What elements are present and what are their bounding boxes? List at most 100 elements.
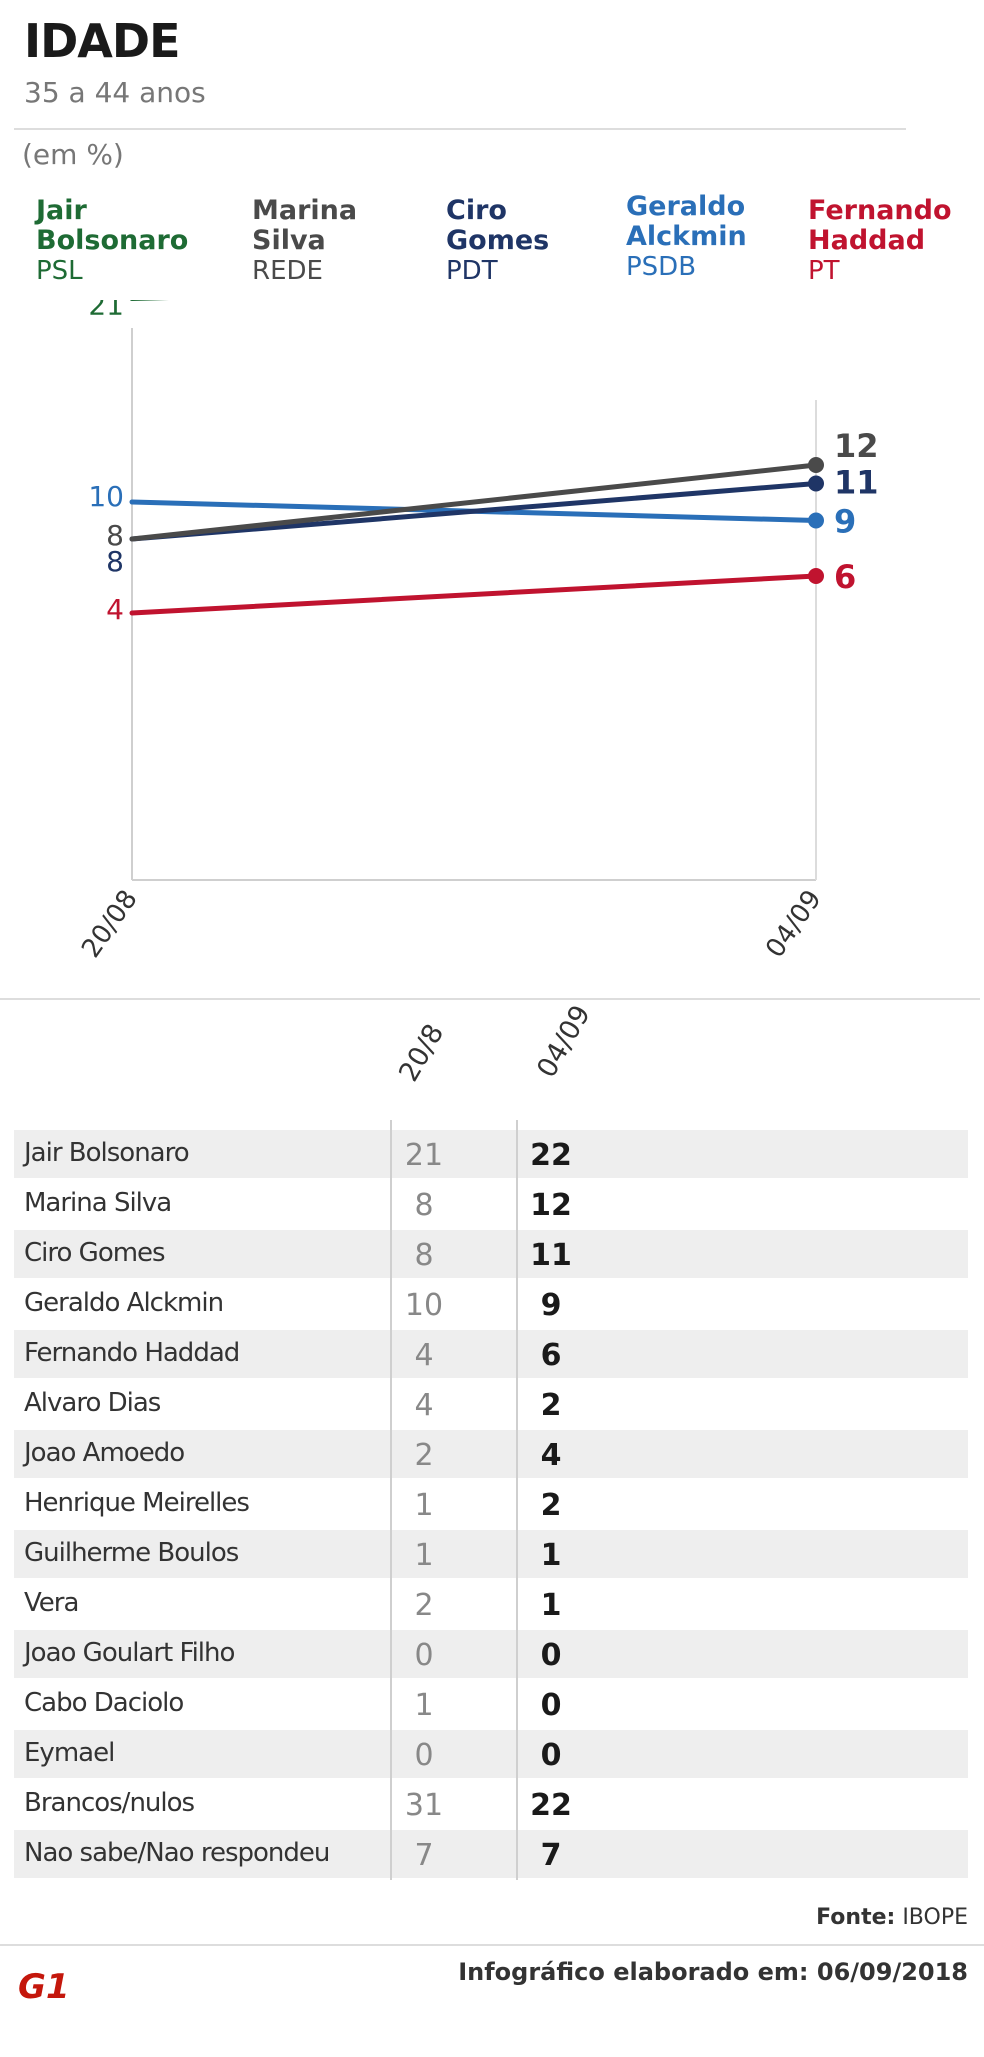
table-cell-2008: 0 bbox=[414, 1638, 434, 1673]
table-row: Geraldo Alckmin 10 9 bbox=[14, 1280, 968, 1328]
table-cell-name: Ciro Gomes bbox=[24, 1238, 166, 1268]
table-cell-2008: 2 bbox=[414, 1438, 434, 1473]
title-divider bbox=[14, 128, 906, 130]
table-row: Nao sabe/Nao respondeu 7 7 bbox=[14, 1830, 968, 1878]
legend-name: Silva bbox=[252, 225, 326, 256]
table-row: Jair Bolsonaro 21 22 bbox=[14, 1130, 968, 1178]
series-line bbox=[129, 481, 819, 542]
table-cell-2008: 4 bbox=[414, 1388, 434, 1423]
legend-party: PDT bbox=[446, 256, 498, 286]
legend-name: Fernando bbox=[808, 195, 952, 226]
legend-name: Haddad bbox=[808, 225, 926, 256]
data-label-end: 6 bbox=[834, 558, 856, 596]
table-cell-2008: 0 bbox=[414, 1738, 434, 1773]
table-cell-0409: 9 bbox=[540, 1288, 562, 1323]
g1-logo: G1 bbox=[18, 1967, 70, 2004]
unit-label: (em %) bbox=[22, 138, 124, 171]
table-cell-name: Geraldo Alckmin bbox=[24, 1288, 224, 1318]
table-row: Joao Goulart Filho 0 0 bbox=[14, 1630, 968, 1678]
legend-name: Bolsonaro bbox=[36, 225, 189, 256]
data-point bbox=[808, 568, 824, 584]
page-title: IDADE bbox=[24, 14, 181, 68]
table-cell-0409: 2 bbox=[540, 1488, 562, 1523]
table-cell-name: Eymael bbox=[24, 1738, 115, 1768]
table-cell-name: Joao Amoedo bbox=[24, 1438, 185, 1468]
page-subtitle: 35 a 44 anos bbox=[24, 76, 206, 109]
legend-item: Marina Silva REDE bbox=[252, 195, 358, 287]
legend-item: Fernando Haddad PT bbox=[808, 195, 952, 287]
legend-party: REDE bbox=[252, 256, 323, 286]
table-row: Vera 2 1 bbox=[14, 1580, 968, 1628]
table-cell-0409: 0 bbox=[540, 1638, 562, 1673]
table-cell-2008: 21 bbox=[404, 1138, 444, 1173]
data-label-end: 9 bbox=[834, 503, 856, 541]
table-cell-name: Nao sabe/Nao respondeu bbox=[24, 1838, 330, 1868]
data-label-start: 8 bbox=[106, 545, 124, 578]
table-cell-name: Marina Silva bbox=[24, 1188, 172, 1218]
data-label-end: 12 bbox=[834, 427, 879, 465]
table-column-divider bbox=[516, 1120, 518, 1880]
table-row: Cabo Daciolo 1 0 bbox=[14, 1680, 968, 1728]
chart-divider bbox=[0, 998, 980, 1000]
data-point bbox=[808, 475, 824, 492]
x-tick-label: 20/08 bbox=[76, 885, 144, 964]
table-cell-name: Guilherme Boulos bbox=[24, 1538, 239, 1568]
table-cell-2008: 1 bbox=[414, 1538, 434, 1573]
legend-name: Geraldo bbox=[626, 191, 746, 222]
table-cell-0409: 1 bbox=[540, 1538, 562, 1573]
table-cell-2008: 31 bbox=[404, 1788, 444, 1823]
table-cell-2008: 7 bbox=[414, 1838, 434, 1873]
table-row: Eymael 0 0 bbox=[14, 1730, 968, 1778]
table-row: Joao Amoedo 2 4 bbox=[14, 1430, 968, 1478]
table-cell-2008: 8 bbox=[414, 1188, 434, 1223]
table-cell-0409: 0 bbox=[540, 1688, 562, 1723]
table-cell-0409: 7 bbox=[540, 1838, 562, 1873]
legend-item: Ciro Gomes PDT bbox=[446, 195, 550, 287]
table-row: Fernando Haddad 4 6 bbox=[14, 1330, 968, 1378]
legend-name: Alckmin bbox=[626, 221, 747, 252]
data-label-start: 21 bbox=[88, 300, 124, 322]
credit-note: Infográfico elaborado em: 06/09/2018 bbox=[458, 1958, 968, 1986]
table-cell-name: Brancos/nulos bbox=[24, 1788, 195, 1818]
data-label-end: 11 bbox=[834, 464, 879, 502]
table-cell-0409: 4 bbox=[540, 1438, 562, 1473]
table-cell-2008: 2 bbox=[414, 1588, 434, 1623]
legend-item: Jair Bolsonaro PSL bbox=[36, 195, 189, 287]
table-cell-name: Vera bbox=[24, 1588, 79, 1618]
legend-name: Gomes bbox=[446, 225, 550, 256]
svg-text:G1: G1 bbox=[18, 1967, 70, 2004]
table-cell-name: Henrique Meirelles bbox=[24, 1488, 250, 1518]
data-label-start: 8 bbox=[106, 519, 124, 552]
table-cell-name: Jair Bolsonaro bbox=[24, 1138, 190, 1168]
data-point bbox=[808, 512, 824, 529]
legend-name: Jair bbox=[36, 195, 87, 226]
series-line bbox=[129, 462, 819, 542]
legend-party: PT bbox=[808, 256, 840, 286]
table-cell-0409: 12 bbox=[530, 1188, 572, 1223]
table-cell-0409: 22 bbox=[530, 1788, 572, 1823]
data-label-start: 4 bbox=[106, 593, 124, 626]
table-cell-2008: 10 bbox=[404, 1288, 444, 1323]
x-tick-label: 04/09 bbox=[760, 885, 828, 964]
table-cell-name: Fernando Haddad bbox=[24, 1338, 240, 1368]
legend-name: Marina bbox=[252, 195, 358, 226]
table-cell-2008: 1 bbox=[414, 1688, 434, 1723]
footer-divider bbox=[0, 1944, 984, 1946]
table-cell-name: Cabo Daciolo bbox=[24, 1688, 184, 1718]
table-cell-name: Joao Goulart Filho bbox=[24, 1638, 235, 1668]
table-cell-name: Alvaro Dias bbox=[24, 1388, 161, 1418]
table-cell-0409: 11 bbox=[530, 1238, 572, 1273]
legend-item: Geraldo Alckmin PSDB bbox=[626, 191, 747, 283]
table-column-divider bbox=[390, 1120, 392, 1880]
table-cell-0409: 22 bbox=[530, 1138, 572, 1173]
table-cell-0409: 0 bbox=[540, 1738, 562, 1773]
data-point bbox=[808, 457, 824, 473]
table-row: Brancos/nulos 31 22 bbox=[14, 1780, 968, 1828]
table-cell-0409: 1 bbox=[540, 1588, 562, 1623]
table-cell-2008: 8 bbox=[414, 1238, 434, 1273]
legend-party: PSDB bbox=[626, 252, 697, 282]
table-row: Guilherme Boulos 1 1 bbox=[14, 1530, 968, 1578]
legend-name: Ciro bbox=[446, 195, 507, 226]
table-row: Alvaro Dias 4 2 bbox=[14, 1380, 968, 1428]
